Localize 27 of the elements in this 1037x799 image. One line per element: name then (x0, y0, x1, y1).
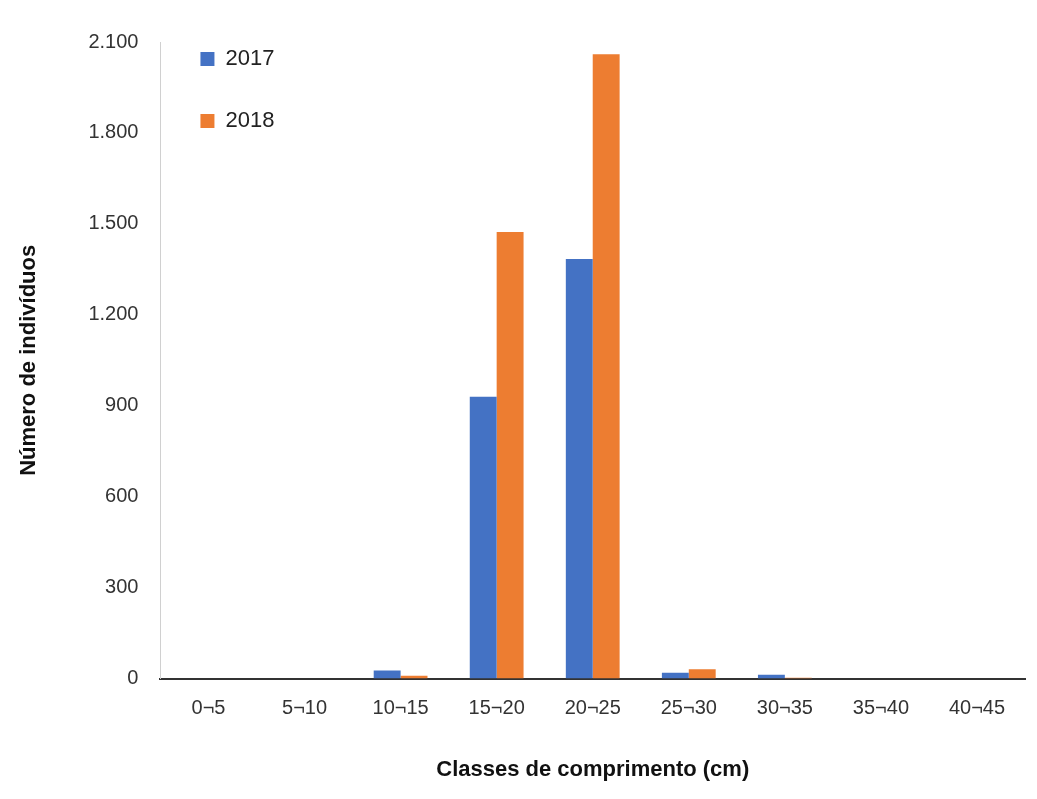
y-tick-label: 1.500 (88, 211, 139, 234)
bar (565, 259, 593, 679)
x-tick-label: 10¬15 (372, 696, 429, 719)
y-tick-label: 300 (105, 575, 139, 598)
x-tick-label: 5¬10 (282, 696, 328, 719)
x-tick-label: 40¬45 (948, 696, 1006, 719)
x-tick-label: 35¬40 (852, 696, 909, 719)
x-axis-title: Classes de comprimento (cm) (436, 755, 750, 781)
x-tick-label: 15¬20 (468, 696, 525, 719)
x-tick-label: 0¬5 (191, 696, 226, 719)
bar (373, 670, 401, 679)
bar (688, 669, 716, 679)
bar (592, 54, 620, 679)
x-tick-label: 30¬35 (756, 696, 813, 719)
y-tick-label: 1.200 (88, 302, 139, 325)
y-tick-label: 600 (105, 484, 139, 507)
y-tick-label: 900 (105, 393, 139, 416)
y-axis-title: Número de indivíduos (15, 244, 41, 476)
x-tick-label: 20¬25 (564, 696, 621, 719)
legend-label: 2018 (225, 107, 275, 133)
bar (469, 396, 497, 679)
bar (496, 232, 524, 679)
y-tick-label: 0 (127, 666, 139, 689)
y-tick-label: 2.100 (88, 29, 139, 52)
y-tick-label: 1.800 (88, 120, 139, 143)
x-tick-label: 25¬30 (660, 696, 717, 719)
legend-label: 2017 (225, 45, 275, 71)
